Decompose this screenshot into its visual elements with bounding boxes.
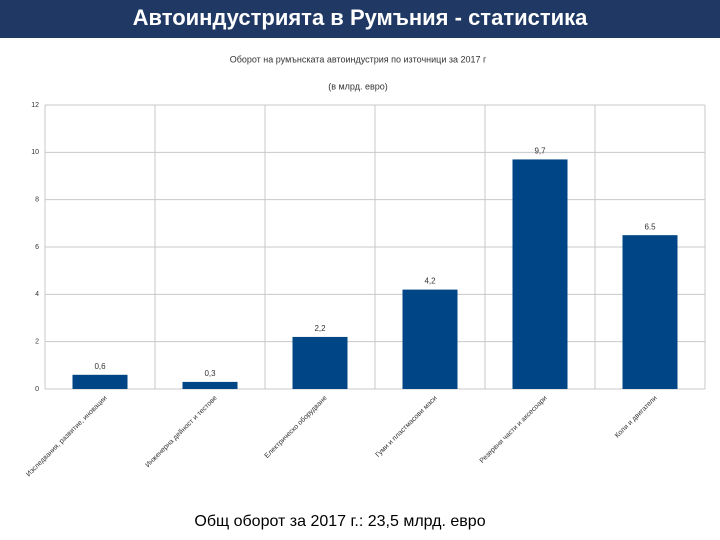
y-tick-label: 2 [35,339,39,346]
x-tick-label: Резервни части и аксесоари [479,395,549,465]
x-tick-label: Изследвания, развитие, иновации [25,395,109,479]
slide-title: Автоиндустрията в Румъния - статистика [133,5,589,30]
footer-text: Общ оборот за 2017 г.: 23,5 млрд. евро [194,513,485,530]
bar [292,336,348,389]
bar [72,374,128,389]
bar [182,381,238,389]
x-tick-label: Коли и двигатели [614,395,659,440]
y-tick-label: 0 [35,386,39,393]
bar [622,235,678,389]
value-label: 2,2 [314,324,326,333]
header-bar [0,0,720,38]
x-tick-label: Електрическо оборудване [263,394,329,460]
value-label: 4,2 [424,277,436,286]
bar [512,159,568,389]
value-label: 9,7 [534,147,546,156]
value-label: 6.5 [644,222,656,231]
y-tick-label: 10 [31,149,39,156]
x-tick-label: Гуми и пластмасови маси [375,395,439,459]
chart-title: Оборот на румънската автоиндустрия по из… [230,54,487,64]
chart-subtitle: (в млрд. евро) [328,81,388,91]
value-label: 0,6 [94,362,106,371]
value-label: 0,3 [204,369,216,378]
x-tick-label: Инженерна дейност и тестове [144,394,219,469]
y-tick-label: 6 [35,244,39,251]
plot: 0 2 4 6 8 10 12 0,6 Изследвания, развитие, инова… [25,102,706,479]
y-tick-label: 8 [35,197,39,204]
y-tick-label: 12 [31,102,39,109]
y-tick-label: 4 [35,291,39,298]
bar [402,289,458,389]
